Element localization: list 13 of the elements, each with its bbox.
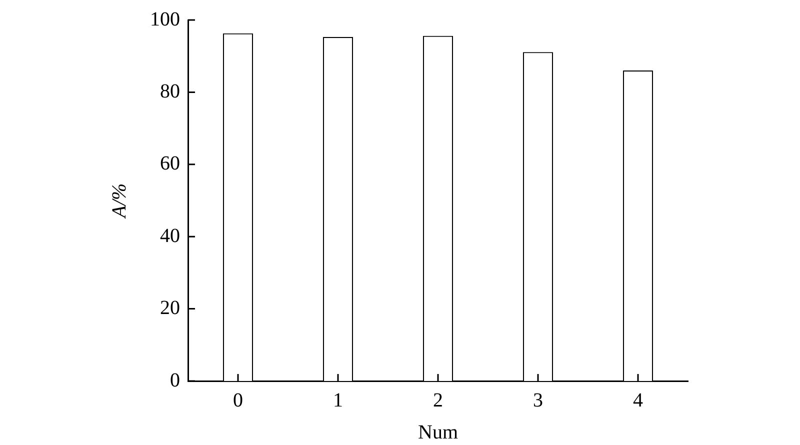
y-tick-label: 20 (160, 297, 180, 320)
x-tick-label: 2 (433, 389, 443, 412)
y-tick-label: 80 (160, 80, 180, 102)
x-axis-title: Num (418, 421, 458, 444)
y-tick-label: 40 (160, 224, 180, 247)
x-tick-label: 4 (633, 389, 643, 412)
x-tick-label: 3 (533, 389, 543, 412)
y-tick-label: 60 (160, 152, 180, 175)
y-tick-label: 100 (150, 8, 180, 30)
y-tick-label: 0 (170, 369, 180, 392)
x-tick-label: 0 (233, 389, 243, 412)
y-axis-title: A/% (108, 183, 130, 220)
x-tick-label: 1 (333, 389, 343, 412)
